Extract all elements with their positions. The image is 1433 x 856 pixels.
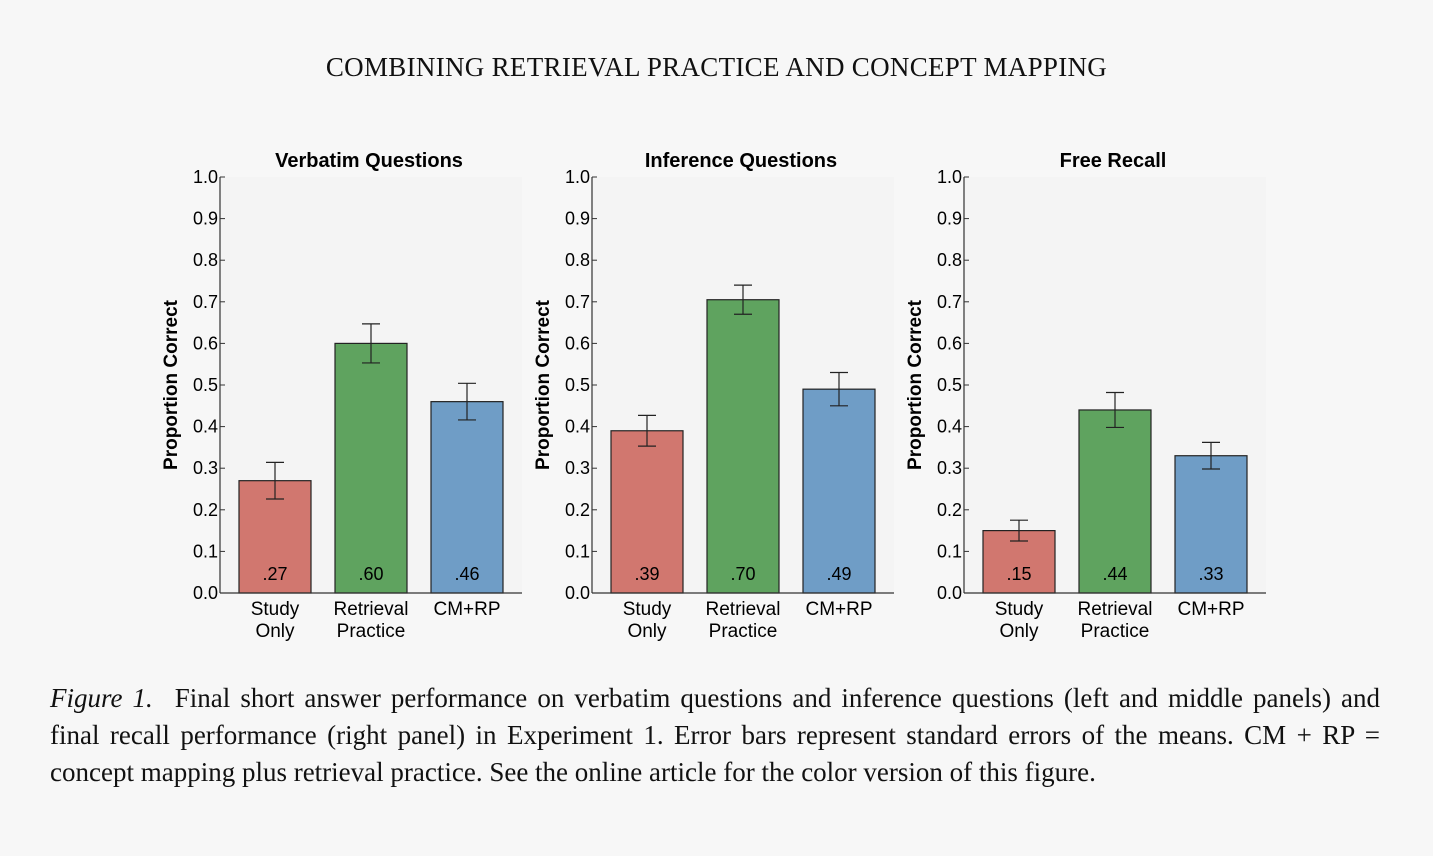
panel-3-y-axis-label: Proportion Correct	[905, 299, 926, 470]
panel-2-y-tick-label: 0.6	[565, 333, 590, 353]
panel-3-category-label: Retrieval	[1078, 599, 1153, 620]
panel-3-y-tick-label: 0.3	[937, 458, 962, 478]
panel-1-category-label: CM+RP	[433, 599, 500, 620]
panel-2-y-tick-label: 0.5	[565, 375, 590, 395]
panel-2-bar-cm-rp	[802, 388, 876, 594]
panel-1-y-tick-label: 0.3	[193, 458, 218, 478]
panel-1-y-tick-label: 0.4	[193, 417, 218, 437]
panel-1-bar-cm-rp	[430, 401, 504, 594]
panel-1-y-tick-label: 0.0	[193, 583, 218, 603]
panel-3-y-tick-label: 0.7	[937, 292, 962, 312]
panel-3-value-label: .15	[1006, 564, 1031, 584]
panel-3-value-label: .33	[1198, 564, 1223, 584]
panel-3-y-tick-label: 0.4	[937, 417, 962, 437]
panel-3-bar-retrieval-practice	[1078, 409, 1152, 594]
panel-2-title: Inference Questions	[645, 150, 837, 172]
panel-1-value-label: .46	[454, 564, 479, 584]
panel-3-category-label: CM+RP	[1177, 599, 1244, 620]
panel-2-value-label: .70	[730, 564, 755, 584]
panel-1-title: Verbatim Questions	[275, 150, 463, 172]
panel-2-category-label: Study	[623, 599, 672, 620]
panel-1-y-tick-label: 0.9	[193, 209, 218, 229]
panel-2-bar-retrieval-practice	[706, 299, 780, 594]
panel-3-y-tick-label: 0.6	[937, 333, 962, 353]
panel-2-category-label: CM+RP	[805, 599, 872, 620]
panel-3-y-tick-label: 0.2	[937, 500, 962, 520]
panel-2-y-tick-label: 0.4	[565, 417, 590, 437]
panel-1-value-label: .27	[262, 564, 287, 584]
panel-1-y-tick-label: 1.0	[193, 167, 218, 187]
panel-1-y-tick-label: 0.1	[193, 541, 218, 561]
panel-2-category-label: Retrieval	[706, 599, 781, 620]
panel-2-y-tick-label: 0.2	[565, 500, 590, 520]
panel-2-y-tick-label: 0.0	[565, 583, 590, 603]
panel-2-y-tick-label: 0.9	[565, 209, 590, 229]
panel-3-title: Free Recall	[1060, 150, 1167, 172]
figure-1-bar-charts: Verbatim Questions Proportion Correct 0.0 0…	[161, 150, 1266, 642]
panel-2-y-axis-label: Proportion Correct	[533, 299, 554, 470]
running-head: COMBINING RETRIEVAL PRACTICE AND CONCEPT…	[325, 52, 1108, 82]
panel-1-value-label: .60	[358, 564, 383, 584]
panel-1-y-axis-label: Proportion Correct	[161, 299, 182, 470]
panel-1-y-tick-label: 0.7	[193, 292, 218, 312]
panel-3-category-label: Study	[995, 599, 1044, 620]
panel-3-y-tick-label: 0.8	[937, 250, 962, 270]
panel-3-y-tick-label: 0.9	[937, 209, 962, 229]
panel-1-y-tick-label: 0.2	[193, 500, 218, 520]
panel-2-category-label: Practice	[709, 621, 778, 642]
panel-2-y-tick-label: 0.7	[565, 292, 590, 312]
panel-1-y-tick-label: 0.8	[193, 250, 218, 270]
panel-2-category-label: Only	[627, 621, 667, 642]
panel-1-y-tick-label: 0.6	[193, 333, 218, 353]
panel-3-y-tick-label: 0.5	[937, 375, 962, 395]
panel-2-value-label: .39	[634, 564, 659, 584]
panel-3-category-label: Only	[999, 621, 1039, 642]
panel-1-category-label: Only	[255, 621, 295, 642]
caption-text: Final short answer performance on verbat…	[50, 683, 1380, 787]
panel-3-y-tick-label: 1.0	[937, 167, 962, 187]
panel-2-y-tick-label: 0.8	[565, 250, 590, 270]
panel-3-bar-cm-rp	[1174, 455, 1248, 594]
panel-1-category-label: Practice	[337, 621, 406, 642]
panel-1-y-tick-label: 0.5	[193, 375, 218, 395]
panel-1-category-label: Retrieval	[334, 599, 409, 620]
panel-3-category-label: Practice	[1081, 621, 1150, 642]
figure-label: Figure 1.	[50, 683, 153, 713]
panel-1-category-label: Study	[251, 599, 300, 620]
panel-3-y-tick-label: 0.0	[937, 583, 962, 603]
panel-3-y-tick-label: 0.1	[937, 541, 962, 561]
panel-2-y-tick-label: 0.3	[565, 458, 590, 478]
panel-2-y-tick-label: 1.0	[565, 167, 590, 187]
panel-3-value-label: .44	[1102, 564, 1127, 584]
figure-caption: Figure 1. Final short answer performance …	[50, 680, 1380, 791]
panel-2-value-label: .49	[826, 564, 851, 584]
panel-1-bar-retrieval-practice	[334, 342, 408, 594]
panel-2-y-tick-label: 0.1	[565, 541, 590, 561]
panel-2-bar-study-only	[610, 430, 684, 594]
